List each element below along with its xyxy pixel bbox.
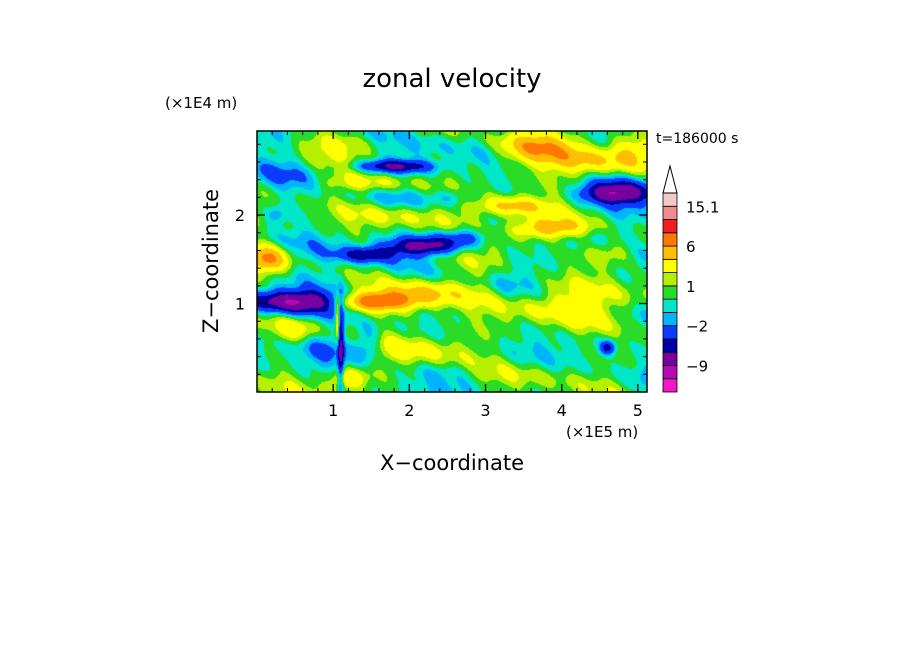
colorbar-label-1: 6 (686, 238, 696, 256)
colorbar-label-4: −9 (686, 357, 708, 375)
colorbar-segment-5 (662, 311, 678, 327)
plot-frame (256, 130, 648, 393)
colorbar-segment-7 (662, 285, 678, 300)
colorbar-segment-9 (662, 258, 678, 274)
colorbar-extend-arrow (662, 164, 678, 194)
colorbar-segment-12 (662, 219, 678, 234)
y-axis-ticks: 12 (235, 143, 647, 375)
y-tick-label-1: 2 (235, 206, 245, 225)
x-axis-ticks: 1 2 3 4 5 (271, 131, 643, 420)
velocity-field (257, 131, 647, 392)
x-axis-unit: (×1E5 m) (566, 423, 638, 441)
colorbar: 15.1 6 1 −2 −9 (662, 164, 719, 393)
colorbar-segment-10 (662, 245, 678, 260)
chart-title: zonal velocity (362, 64, 541, 94)
x-tick-label-0: 1 (328, 401, 338, 420)
colorbar-segment-2 (662, 351, 678, 366)
colorbar-segment-1 (662, 365, 678, 380)
x-axis-label: X−coordinate (380, 451, 524, 475)
colorbar-label-0: 15.1 (686, 198, 719, 216)
colorbar-segment-11 (662, 232, 678, 247)
colorbar-segment-3 (662, 338, 678, 353)
colorbar-segment-6 (662, 298, 678, 313)
contour-plot-area (256, 130, 648, 393)
x-tick-label-2: 3 (480, 401, 490, 420)
x-tick-label-1: 2 (404, 401, 414, 420)
colorbar-segment-14 (662, 192, 678, 207)
colorbar-label-3: −2 (686, 318, 708, 336)
colorbar-segment-13 (662, 205, 678, 220)
colorbar-segment-8 (662, 272, 678, 287)
colorbar-label-2: 1 (686, 278, 696, 296)
y-tick-label-0: 1 (235, 295, 245, 314)
y-axis-unit: (×1E4 m) (165, 94, 237, 112)
time-label: t=186000 s (656, 131, 738, 147)
colorbar-segment-4 (662, 325, 678, 340)
x-tick-label-3: 4 (557, 401, 567, 420)
colorbar-segment-0 (662, 378, 678, 393)
y-axis-label: Z−coordinate (199, 189, 223, 333)
x-tick-label-4: 5 (633, 401, 643, 420)
